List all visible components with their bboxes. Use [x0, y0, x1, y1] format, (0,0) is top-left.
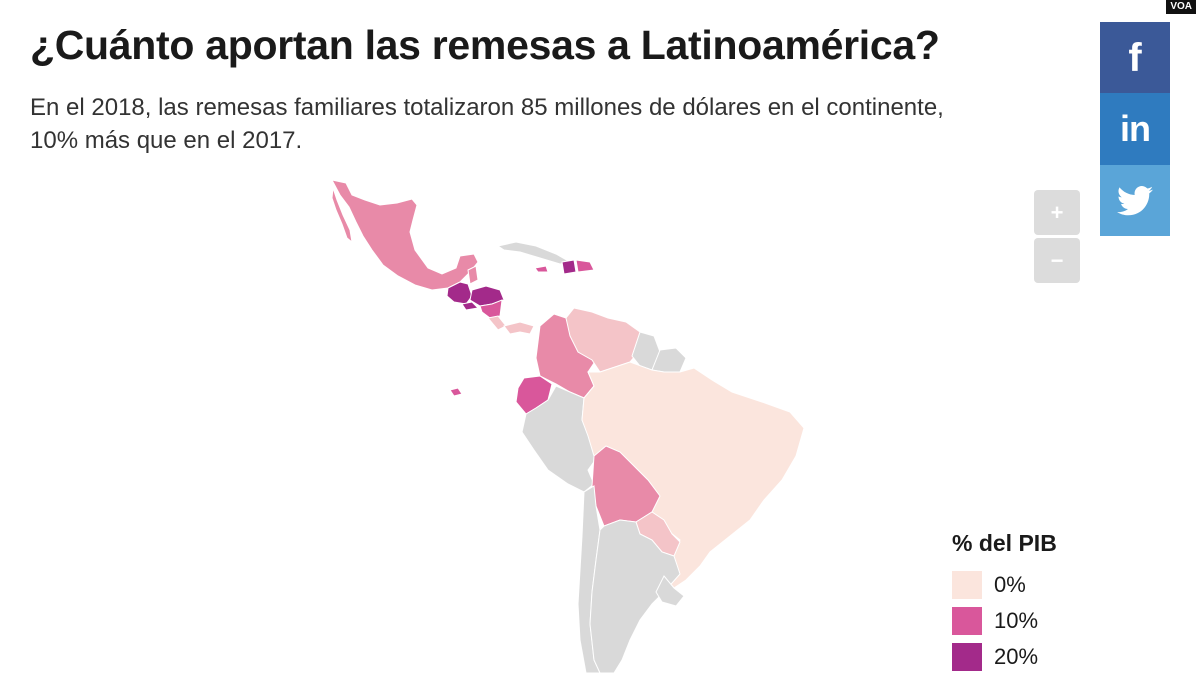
region-belize[interactable]	[467, 265, 479, 285]
legend-swatch	[952, 643, 982, 671]
region-costa-rica[interactable]	[487, 315, 507, 331]
zoom-in-button[interactable]: +	[1034, 190, 1080, 235]
linkedin-icon: in	[1120, 108, 1151, 149]
twitter-icon	[1117, 185, 1153, 215]
map-legend: % del PIB 0% 10% 20%	[952, 530, 1057, 675]
region-el-salvador[interactable]	[461, 301, 480, 311]
region-cuba[interactable]	[496, 241, 572, 265]
page-title: ¿Cuánto aportan las remesas a Latinoamér…	[30, 22, 940, 68]
voa-logo: VOA	[1166, 0, 1196, 14]
legend-item: 0%	[952, 567, 1057, 603]
legend-swatch	[952, 607, 982, 635]
region-dominican-republic[interactable]	[575, 259, 595, 273]
facebook-icon: f	[1128, 35, 1142, 80]
linkedin-share-button[interactable]: in	[1100, 93, 1170, 165]
region-mexico[interactable]	[331, 179, 479, 291]
region-haiti[interactable]	[561, 259, 577, 275]
page-subtitle: En el 2018, las remesas familiares total…	[30, 94, 944, 154]
legend-item: 20%	[952, 639, 1057, 675]
region-guatemala[interactable]	[446, 281, 473, 305]
legend-label: 20%	[994, 644, 1039, 669]
legend-label: 10%	[994, 608, 1039, 633]
region-uruguay[interactable]	[655, 575, 685, 607]
region-nicaragua[interactable]	[479, 299, 503, 319]
facebook-share-button[interactable]: f	[1100, 22, 1170, 94]
legend-swatch	[952, 571, 982, 599]
zoom-out-button[interactable]: −	[1034, 238, 1080, 283]
region-galapagos[interactable]	[449, 387, 463, 397]
region-brazil[interactable]	[581, 361, 805, 589]
twitter-share-button[interactable]	[1100, 165, 1170, 236]
region-panama[interactable]	[503, 321, 535, 335]
legend-title: % del PIB	[952, 530, 1057, 556]
legend-item: 10%	[952, 603, 1057, 639]
legend-label: 0%	[994, 572, 1026, 597]
region-jamaica[interactable]	[534, 265, 549, 273]
region-argentina[interactable]	[589, 519, 681, 673]
